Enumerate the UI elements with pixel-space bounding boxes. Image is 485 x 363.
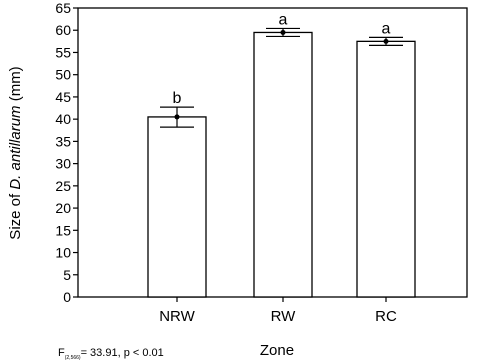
significance-labels: b a a [173,11,391,107]
y-tick-label: 15 [55,222,71,238]
stat-df: (2,566) [65,355,81,361]
y-axis: 0 5 10 15 20 25 30 35 40 45 50 55 60 65 [55,0,78,305]
y-tick-label: 0 [63,289,71,305]
stat-rest: = 33.91, p < 0.01 [81,347,164,359]
error-bars [160,27,403,128]
y-tick-label: 60 [55,22,71,38]
significance-label-nrw: b [173,90,182,107]
significance-label-rc: a [382,20,391,37]
x-tick-label-nrw: NRW [159,308,195,325]
y-tick-label: 45 [55,89,71,105]
x-axis-title: Zone [260,342,294,359]
y-tick-label: 55 [55,44,71,60]
mean-point-rc [383,38,389,44]
mean-point-rw [280,29,286,35]
y-tick-label: 65 [55,0,71,16]
y-tick-label: 10 [55,245,71,261]
x-tick-label-rw: RW [271,308,297,325]
statistics-annotation: F(2,566)= 33.91, p < 0.01 [58,347,164,361]
y-tick-label: 35 [55,133,71,149]
y-axis-title-prefix: Size of [7,190,24,240]
y-axis-title-suffix: (mm) [7,66,24,105]
y-tick-label: 30 [55,156,71,172]
x-tick-label-rc: RC [375,308,397,325]
y-tick-label: 25 [55,178,71,194]
y-tick-label: 20 [55,200,71,216]
bar-rw [253,31,313,298]
y-tick-label: 5 [63,267,71,283]
bars [147,31,416,298]
significance-label-rw: a [279,11,288,28]
y-axis-title-species: D. antillarum [7,105,24,189]
mean-point-nrw [174,114,180,120]
bar-nrw [147,116,207,298]
x-axis: NRW RW RC [159,297,397,325]
y-axis-title: Size of D. antillarum (mm) [7,66,24,239]
y-tick-label: 50 [55,67,71,83]
bar-rc [356,40,416,298]
stat-prefix: F [58,347,65,359]
y-tick-label: 40 [55,111,71,127]
